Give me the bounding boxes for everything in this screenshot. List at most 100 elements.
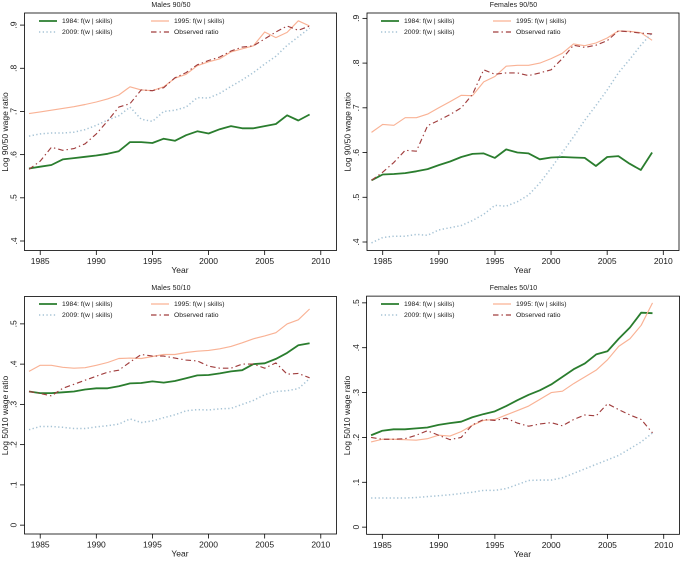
x-tick-label: 1995: [143, 540, 162, 550]
x-tick-label: 1985: [373, 540, 392, 550]
x-tick-label: 1995: [143, 256, 162, 266]
legend-swatch-line-icon: [493, 20, 511, 22]
series-line-observed-ratio: [28, 353, 310, 397]
y-tick-label: .8: [9, 64, 19, 71]
series-line-1984-counterfactual: [28, 113, 311, 170]
series-line-1995-counterfactual: [28, 308, 310, 372]
chart-males-90-50: Males 90/50 Log 90/50 wage ratio Year .4…: [0, 0, 342, 283]
legend-swatch-line-icon: [151, 20, 169, 22]
legend-label: 1995: f(w | skills): [174, 17, 225, 25]
x-axis-label: Year: [514, 549, 531, 559]
legend-label: 2009: f(w | skills): [404, 311, 455, 319]
chart-title: Females 50/10: [489, 285, 538, 292]
x-tick-label: 2010: [654, 540, 673, 550]
y-tick-label: .7: [9, 108, 19, 115]
x-tick-label: 1990: [87, 256, 106, 266]
x-tick-label: 2000: [199, 256, 218, 266]
legend-item: 1984: f(w | skills): [38, 300, 150, 308]
y-tick-label: .5: [351, 193, 361, 200]
x-tick-label: 2005: [255, 540, 274, 550]
y-tick-label: .7: [351, 104, 361, 111]
legend-swatch-line-icon: [39, 20, 57, 22]
legend-item: 1984: f(w | skills): [380, 17, 492, 25]
y-tick-label: .9: [9, 21, 19, 28]
y-tick-label: 0: [9, 523, 19, 528]
legend-item: 1995: f(w | skills): [492, 17, 567, 25]
x-tick-label: 2010: [311, 540, 330, 550]
legend-swatch-line-icon: [39, 303, 57, 305]
legend: 1984: f(w | skills) 1995: f(w | skills) …: [38, 17, 225, 36]
y-tick-label: .1: [9, 481, 19, 488]
x-tick-label: 2000: [199, 540, 218, 550]
plot-border: [366, 12, 680, 251]
series-line-1984-counterfactual: [28, 342, 310, 394]
legend-item: 1984: f(w | skills): [380, 300, 492, 308]
y-tick-label: .2: [9, 441, 19, 448]
x-tick-label: 2005: [598, 256, 617, 266]
legend-label: 2009: f(w | skills): [404, 28, 455, 36]
y-tick-label: .4: [351, 238, 361, 245]
legend-item: 1995: f(w | skills): [150, 17, 225, 25]
series-line-2009-counterfactual: [28, 378, 311, 431]
plot-border: [24, 12, 337, 251]
y-axis-label: Log 90/50 wage ratio: [343, 92, 353, 172]
y-tick-label: .5: [351, 299, 361, 306]
legend-item: Observed ratio: [150, 28, 225, 36]
legend-item: Observed ratio: [150, 311, 225, 319]
y-tick-label: .2: [351, 434, 361, 441]
legend-label: 1984: f(w | skills): [404, 17, 455, 25]
chart-title: Males 90/50: [151, 2, 191, 9]
plot-border: [24, 296, 337, 535]
legend-label: 1995: f(w | skills): [516, 300, 567, 308]
y-tick-label: .9: [351, 15, 361, 22]
legend-label: 2009: f(w | skills): [62, 311, 113, 319]
legend-label: 1995: f(w | skills): [174, 300, 225, 308]
legend-swatch-line-icon: [39, 314, 57, 316]
legend-swatch-line-icon: [381, 303, 399, 305]
series-line-1984-counterfactual: [371, 148, 653, 182]
males-90-50-plot: Log 90/50 wage ratio Year .4 .5 .6 .7 .8 .9 19…: [0, 12, 337, 275]
x-tick-label: 2005: [255, 256, 274, 266]
x-axis-label: Year: [171, 549, 188, 559]
series-line-2009-counterfactual: [371, 432, 653, 499]
y-tick-label: .3: [351, 389, 361, 396]
legend-label: Observed ratio: [174, 28, 219, 36]
legend-swatch-line-icon: [381, 31, 399, 33]
x-tick-label: 1995: [485, 540, 504, 550]
legend-label: 1984: f(w | skills): [62, 300, 113, 308]
chart-females-50-10: Females 50/10 Log 50/10 wage ratio Year …: [342, 283, 685, 567]
legend: 1984: f(w | skills) 1995: f(w | skills) …: [38, 300, 225, 319]
chart-title: Males 50/10: [151, 285, 191, 292]
y-tick-label: .6: [351, 149, 361, 156]
y-tick-label: .5: [9, 194, 19, 201]
x-tick-label: 2005: [598, 540, 617, 550]
legend-label: Observed ratio: [174, 311, 219, 319]
legend-item: Observed ratio: [492, 311, 567, 319]
x-tick-label: 1985: [31, 256, 50, 266]
y-tick-label: .4: [9, 237, 19, 244]
legend: 1984: f(w | skills) 1995: f(w | skills) …: [380, 17, 567, 36]
legend-item: 1995: f(w | skills): [150, 300, 225, 308]
legend-item: 1995: f(w | skills): [492, 300, 567, 308]
y-tick-label: .1: [351, 478, 361, 485]
y-tick-label: .4: [9, 360, 19, 367]
x-tick-label: 2000: [542, 540, 561, 550]
legend-swatch-line-icon: [39, 31, 57, 33]
y-tick-label: .8: [351, 59, 361, 66]
y-tick-label: 0: [351, 525, 361, 530]
chart-title: Females 90/50: [489, 2, 538, 9]
y-axis-label: Log 50/10 wage ratio: [0, 376, 10, 456]
x-axis-label: Year: [514, 265, 531, 275]
legend-item: 2009: f(w | skills): [380, 311, 492, 319]
legend-item: Observed ratio: [492, 28, 567, 36]
females-50-10-plot: Log 50/10 wage ratio Year 0 .1 .2 .3 .4 .5 198…: [342, 295, 680, 559]
x-tick-label: 1985: [31, 540, 50, 550]
series-line-observed-ratio: [371, 30, 653, 181]
series-line-1995-counterfactual: [371, 30, 653, 133]
y-tick-label: .5: [9, 320, 19, 327]
y-axis-label: Log 50/10 wage ratio: [342, 375, 352, 455]
legend-swatch-line-icon: [493, 31, 511, 33]
legend-label: 2009: f(w | skills): [62, 28, 113, 36]
y-tick-label: .4: [351, 344, 361, 351]
series-line-2009-counterfactual: [28, 27, 311, 137]
